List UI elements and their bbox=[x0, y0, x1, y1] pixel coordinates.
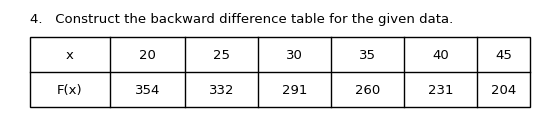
Text: 4.   Construct the backward difference table for the given data.: 4. Construct the backward difference tab… bbox=[30, 13, 453, 26]
Text: 45: 45 bbox=[495, 49, 512, 61]
Text: 25: 25 bbox=[213, 49, 230, 61]
Text: 40: 40 bbox=[432, 49, 449, 61]
Text: F(x): F(x) bbox=[57, 83, 83, 96]
Text: 260: 260 bbox=[355, 83, 380, 96]
Text: 35: 35 bbox=[359, 49, 376, 61]
Text: 332: 332 bbox=[209, 83, 234, 96]
Text: 204: 204 bbox=[491, 83, 516, 96]
Bar bbox=[30, 38, 530, 107]
Text: 20: 20 bbox=[139, 49, 156, 61]
Text: 291: 291 bbox=[282, 83, 307, 96]
Text: 354: 354 bbox=[135, 83, 160, 96]
Text: 231: 231 bbox=[428, 83, 453, 96]
Text: x: x bbox=[66, 49, 74, 61]
Text: 30: 30 bbox=[286, 49, 303, 61]
